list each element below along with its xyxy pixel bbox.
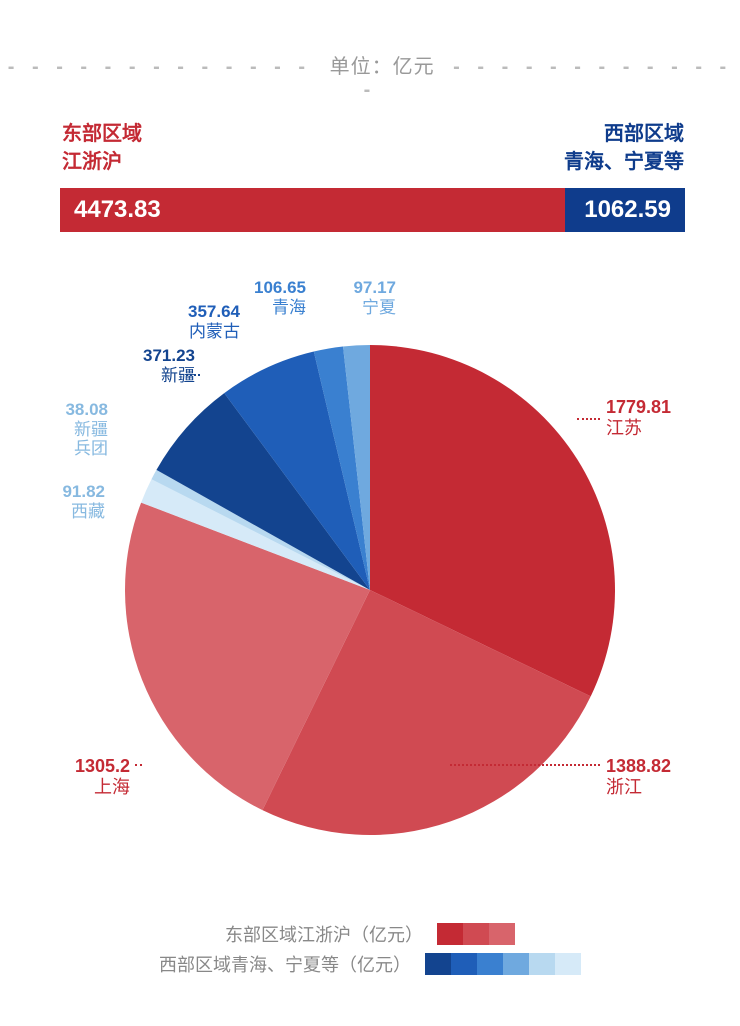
legend-west-swatches [425, 953, 581, 975]
slice-name: 上海 [75, 777, 130, 798]
pie-slice-label: 371.23新疆 [143, 346, 195, 385]
legend-swatch [489, 923, 515, 945]
slice-value: 1779.81 [606, 397, 671, 418]
bar-west-value: 1062.59 [584, 196, 671, 224]
unit-header: - - - - - - - - - - - - - 单位：亿元 - - - - … [0, 50, 740, 102]
dash-left: - - - - - - - - - - - - - [8, 56, 311, 78]
west-sub: 青海、宁夏等 [564, 148, 684, 176]
pie-slice-label: 38.08新疆 兵团 [65, 400, 108, 459]
slice-name: 宁夏 [353, 298, 396, 318]
legend-east-text: 东部区域江浙沪（亿元） [225, 921, 423, 947]
east-title: 东部区域 [62, 120, 142, 148]
legend-swatch [437, 923, 463, 945]
slice-name: 浙江 [606, 777, 671, 798]
slice-name: 江苏 [606, 418, 671, 439]
bar-east-value: 4473.83 [74, 196, 161, 224]
slice-value: 1305.2 [75, 756, 130, 777]
legend-east-swatches [437, 923, 515, 945]
comparison-bar: 4473.83 1062.59 [60, 188, 685, 232]
pie-slice-label: 1305.2上海 [75, 756, 130, 797]
legend-row-east: 东部区域江浙沪（亿元） [0, 921, 740, 947]
unit-label: 单位：亿元 [318, 56, 447, 78]
leader-line [135, 764, 142, 766]
bar-west: 1062.59 [565, 188, 685, 232]
leader-line [186, 374, 200, 376]
slice-value: 357.64 [188, 302, 240, 322]
east-sub: 江浙沪 [62, 148, 142, 176]
slice-value: 97.17 [353, 278, 396, 298]
east-region-label: 东部区域 江浙沪 [62, 120, 142, 176]
slice-name: 青海 [254, 298, 306, 318]
slice-name: 西藏 [62, 502, 105, 522]
leader-line [450, 764, 600, 766]
slice-value: 1388.82 [606, 756, 671, 777]
legend-west-text: 西部区域青海、宁夏等（亿元） [159, 951, 411, 977]
pie-slice-label: 1779.81江苏 [606, 397, 671, 438]
legend-swatch [529, 953, 555, 975]
legend-swatch [463, 923, 489, 945]
legend-swatch [425, 953, 451, 975]
slice-name: 新疆 兵团 [65, 420, 108, 459]
slice-value: 38.08 [65, 400, 108, 420]
legend-row-west: 西部区域青海、宁夏等（亿元） [0, 951, 740, 977]
pie-slice-label: 1388.82浙江 [606, 756, 671, 797]
legend-swatch [477, 953, 503, 975]
legend-swatch [555, 953, 581, 975]
slice-value: 106.65 [254, 278, 306, 298]
pie-slice-label: 357.64内蒙古 [188, 302, 240, 341]
legend-swatch [451, 953, 477, 975]
bar-east: 4473.83 [60, 188, 565, 232]
west-title: 西部区域 [564, 120, 684, 148]
legend: 东部区域江浙沪（亿元） 西部区域青海、宁夏等（亿元） [0, 917, 740, 981]
legend-swatch [503, 953, 529, 975]
leader-line [577, 418, 600, 420]
pie-chart [110, 330, 630, 850]
slice-name: 内蒙古 [188, 322, 240, 342]
pie-slice-label: 91.82西藏 [62, 482, 105, 521]
pie-slice-label: 106.65青海 [254, 278, 306, 317]
slice-value: 91.82 [62, 482, 105, 502]
west-region-label: 西部区域 青海、宁夏等 [564, 120, 684, 176]
pie-slice-label: 97.17宁夏 [353, 278, 396, 317]
slice-value: 371.23 [143, 346, 195, 366]
